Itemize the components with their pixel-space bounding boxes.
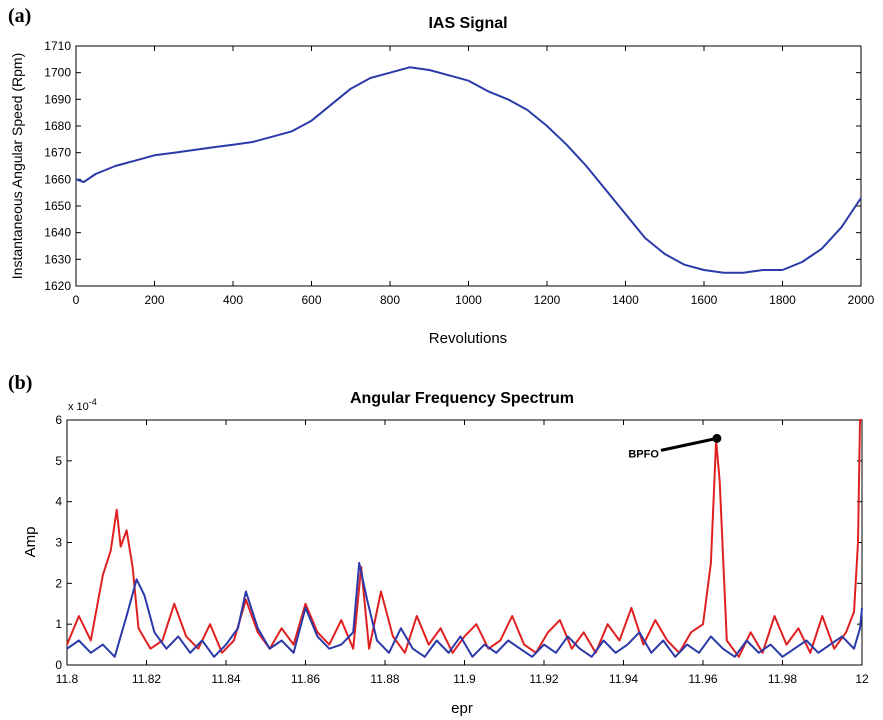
x-tick-label: 11.82 xyxy=(132,672,161,686)
x-tick-label: 0 xyxy=(73,293,80,307)
x-tick-label: 11.86 xyxy=(291,672,320,686)
panel-label-a: (a) xyxy=(8,5,31,27)
x-tick-label: 11.98 xyxy=(768,672,797,686)
x-tick-label: 1600 xyxy=(691,293,718,307)
tick-group-b: 11.8 11.82 11.84 11.86 11.88 11.9 11.92 11.94 11… xyxy=(55,413,869,686)
bpfo-annotation: BPFO xyxy=(628,433,722,460)
bpfo-label: BPFO xyxy=(628,448,659,460)
x-tick-label: 11.96 xyxy=(688,672,717,686)
x-tick-label: 1200 xyxy=(534,293,561,307)
series-group-a xyxy=(75,66,862,274)
y-tick-label: 4 xyxy=(55,495,62,509)
panel-a-ias-signal: (a) IAS Signal 0 200 400 600 800 1000 1200 1400… xyxy=(8,5,875,347)
y-tick-label: 1700 xyxy=(44,66,71,80)
x-tick-label: 11.8 xyxy=(56,672,79,686)
y-tick-label: 1 xyxy=(55,617,62,631)
x-tick-label: 200 xyxy=(144,293,164,307)
y-axis-label-a: Instantaneous Angular Speed (Rpm) xyxy=(9,53,25,279)
x-tick-label: 11.84 xyxy=(211,672,240,686)
y-tick-label: 1640 xyxy=(44,226,71,240)
x-tick-label: 11.88 xyxy=(370,672,399,686)
x-tick-label: 1000 xyxy=(455,293,482,307)
bpfo-marker xyxy=(712,433,722,443)
tick-group-a: 0 200 400 600 800 1000 1200 1400 1600 1800 2000 162… xyxy=(44,39,874,307)
y-scale-base: x 10 xyxy=(68,401,89,413)
y-tick-label: 1650 xyxy=(44,199,71,213)
chart-title-a: IAS Signal xyxy=(428,15,507,32)
y-tick-label: 1710 xyxy=(44,39,71,53)
series-line-1 xyxy=(75,66,862,274)
y-tick-label: 0 xyxy=(55,658,62,672)
series-line-2 xyxy=(66,561,863,658)
series-group-b xyxy=(66,419,863,658)
y-tick-label: 1620 xyxy=(44,279,71,293)
y-tick-label: 6 xyxy=(55,413,62,427)
x-tick-label: 800 xyxy=(380,293,400,307)
y-tick-label: 5 xyxy=(55,454,62,468)
panel-label-b: (b) xyxy=(8,372,32,394)
y-axis-label-b: Amp xyxy=(22,527,39,558)
y-tick-label: 1670 xyxy=(44,146,71,160)
panel-b-spectrum: (b) Angular Frequency Spectrum x 10-4 11… xyxy=(8,372,869,717)
y-scale-factor: x 10-4 xyxy=(68,397,97,413)
y-tick-label: 3 xyxy=(55,536,62,550)
x-tick-label: 400 xyxy=(223,293,243,307)
y-tick-label: 1660 xyxy=(44,172,71,186)
x-axis-label-b: epr xyxy=(451,700,473,717)
plot-frame-b xyxy=(66,419,863,666)
x-tick-label: 12 xyxy=(855,672,869,686)
x-tick-label: 11.94 xyxy=(609,672,638,686)
y-tick-label: 1630 xyxy=(44,252,71,266)
x-tick-label: 1400 xyxy=(612,293,639,307)
bpfo-pointer-line xyxy=(660,436,718,452)
x-tick-label: 600 xyxy=(301,293,321,307)
x-tick-label: 2000 xyxy=(848,293,875,307)
x-axis-label-a: Revolutions xyxy=(429,330,507,347)
y-tick-label: 2 xyxy=(55,576,62,590)
chart-title-b: Angular Frequency Spectrum xyxy=(350,390,574,407)
y-tick-label: 1680 xyxy=(44,119,71,133)
y-tick-label: 1690 xyxy=(44,92,71,106)
plot-frame-a xyxy=(75,45,862,287)
x-tick-label: 11.92 xyxy=(529,672,558,686)
x-tick-label: 11.9 xyxy=(453,672,476,686)
x-tick-label: 1800 xyxy=(769,293,796,307)
y-scale-exponent: -4 xyxy=(89,397,97,407)
